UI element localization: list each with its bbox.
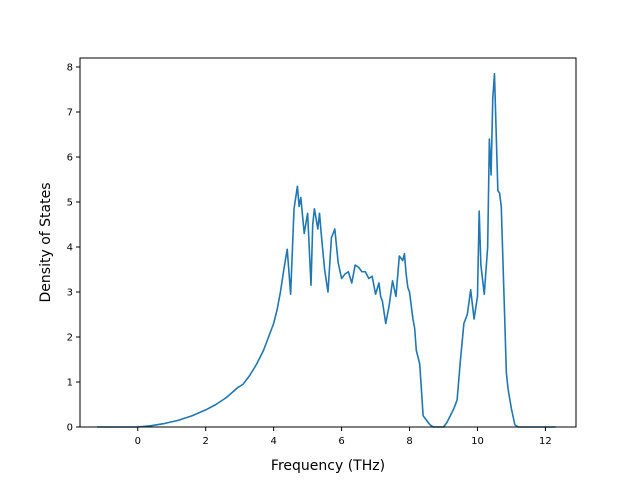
dos-series-line (96, 72, 556, 428)
y-tick-label: 3 (67, 288, 73, 299)
x-tick-label: 4 (270, 436, 276, 447)
x-tick-label: 8 (406, 436, 412, 447)
y-tick-label: 0 (67, 423, 73, 434)
y-tick-label: 2 (67, 333, 73, 344)
y-tick-label: 1 (67, 378, 73, 389)
plot-background (80, 58, 576, 427)
y-axis-label: Density of States (38, 183, 54, 303)
x-tick-label: 12 (539, 436, 552, 447)
y-tick-label: 4 (67, 243, 73, 254)
x-tick-label: 6 (338, 436, 344, 447)
y-tick-label: 8 (67, 63, 73, 74)
x-tick-label: 10 (471, 436, 484, 447)
x-axis-label: Frequency (THz) (271, 458, 385, 474)
x-tick-label: 0 (135, 436, 141, 447)
y-tick-label: 5 (67, 198, 73, 209)
y-tick-label: 6 (67, 153, 73, 164)
plot-frame (79, 57, 577, 428)
x-tick-label: 2 (203, 436, 209, 447)
y-tick-label: 7 (67, 108, 73, 119)
